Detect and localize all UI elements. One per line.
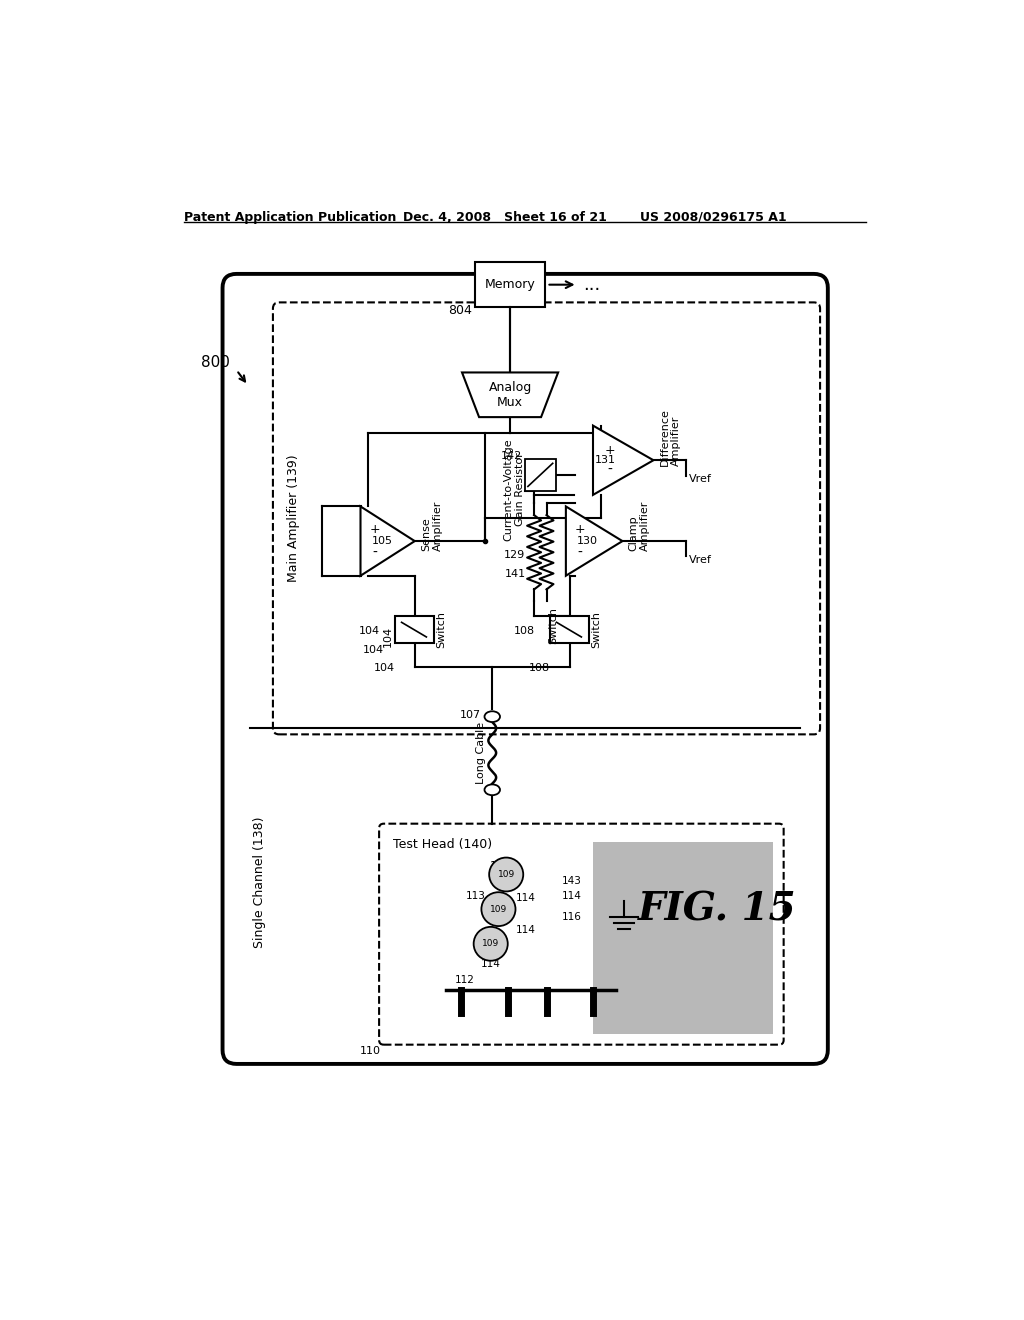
Ellipse shape: [484, 711, 500, 722]
Text: FIG. 15: FIG. 15: [638, 890, 797, 928]
Text: 116: 116: [562, 912, 582, 921]
Text: +: +: [369, 523, 380, 536]
Polygon shape: [462, 372, 558, 417]
Bar: [395, 616, 434, 643]
Text: 141: 141: [505, 569, 525, 579]
Text: 114: 114: [515, 892, 536, 903]
Text: 113: 113: [466, 891, 486, 902]
Text: 110: 110: [359, 1047, 381, 1056]
Text: Main Amplifier (139): Main Amplifier (139): [287, 454, 300, 582]
Text: 142: 142: [501, 451, 521, 461]
Text: 143: 143: [562, 875, 582, 886]
Text: 804: 804: [449, 304, 472, 317]
Text: Sense
Amplifier: Sense Amplifier: [421, 500, 442, 550]
Text: +: +: [605, 444, 615, 457]
Text: Switch: Switch: [592, 611, 601, 648]
Text: 109: 109: [498, 870, 515, 879]
FancyBboxPatch shape: [222, 275, 827, 1064]
Text: 112: 112: [456, 974, 475, 985]
Text: Test Head (140): Test Head (140): [393, 838, 493, 850]
Text: ...: ...: [583, 276, 600, 293]
Polygon shape: [566, 507, 623, 576]
Text: Difference
Amplifier: Difference Amplifier: [659, 408, 681, 466]
Text: -: -: [578, 545, 583, 560]
Ellipse shape: [484, 784, 500, 795]
Polygon shape: [593, 425, 653, 495]
Text: -: -: [372, 545, 377, 560]
Text: Dec. 4, 2008   Sheet 16 of 21: Dec. 4, 2008 Sheet 16 of 21: [403, 211, 607, 224]
Text: Memory: Memory: [484, 279, 536, 292]
Text: 114: 114: [562, 891, 582, 902]
Text: Vref: Vref: [689, 554, 712, 565]
Text: Patent Application Publication: Patent Application Publication: [183, 211, 396, 224]
Text: 108: 108: [514, 626, 535, 636]
Circle shape: [474, 927, 508, 961]
Text: 108: 108: [528, 663, 550, 673]
Text: 105: 105: [372, 536, 392, 546]
Text: 131: 131: [595, 455, 615, 465]
Bar: [475, 263, 545, 308]
Text: 114: 114: [480, 960, 501, 969]
Text: Analog
Mux: Analog Mux: [488, 380, 531, 409]
Text: 104: 104: [374, 663, 394, 673]
Text: US 2008/0296175 A1: US 2008/0296175 A1: [640, 211, 786, 224]
Bar: [524, 459, 556, 491]
Text: Vref: Vref: [689, 474, 712, 484]
Text: Long Cable: Long Cable: [476, 722, 486, 784]
Text: +: +: [574, 523, 585, 536]
Text: 129: 129: [505, 550, 525, 560]
Circle shape: [489, 858, 523, 891]
Text: 800: 800: [202, 355, 230, 370]
Text: Single Channel (138): Single Channel (138): [253, 817, 266, 948]
Text: 104: 104: [358, 626, 380, 636]
Text: 104: 104: [383, 626, 393, 647]
Circle shape: [481, 892, 515, 927]
Text: 109: 109: [482, 940, 500, 948]
Text: 109: 109: [489, 904, 507, 913]
Text: Switch: Switch: [548, 607, 558, 644]
Text: 130: 130: [578, 536, 598, 546]
Text: Clamp
Amplifier: Clamp Amplifier: [629, 500, 650, 550]
Text: Current-to-Voltage
Gain Resistor: Current-to-Voltage Gain Resistor: [503, 438, 524, 541]
Bar: [550, 616, 589, 643]
Text: -: -: [607, 463, 612, 478]
Text: 115: 115: [490, 861, 510, 871]
Text: 104: 104: [362, 645, 384, 656]
Bar: [593, 842, 773, 1034]
Text: 107: 107: [460, 710, 481, 721]
Text: Switch: Switch: [436, 611, 446, 648]
Text: 114: 114: [515, 925, 536, 935]
Polygon shape: [360, 507, 415, 576]
